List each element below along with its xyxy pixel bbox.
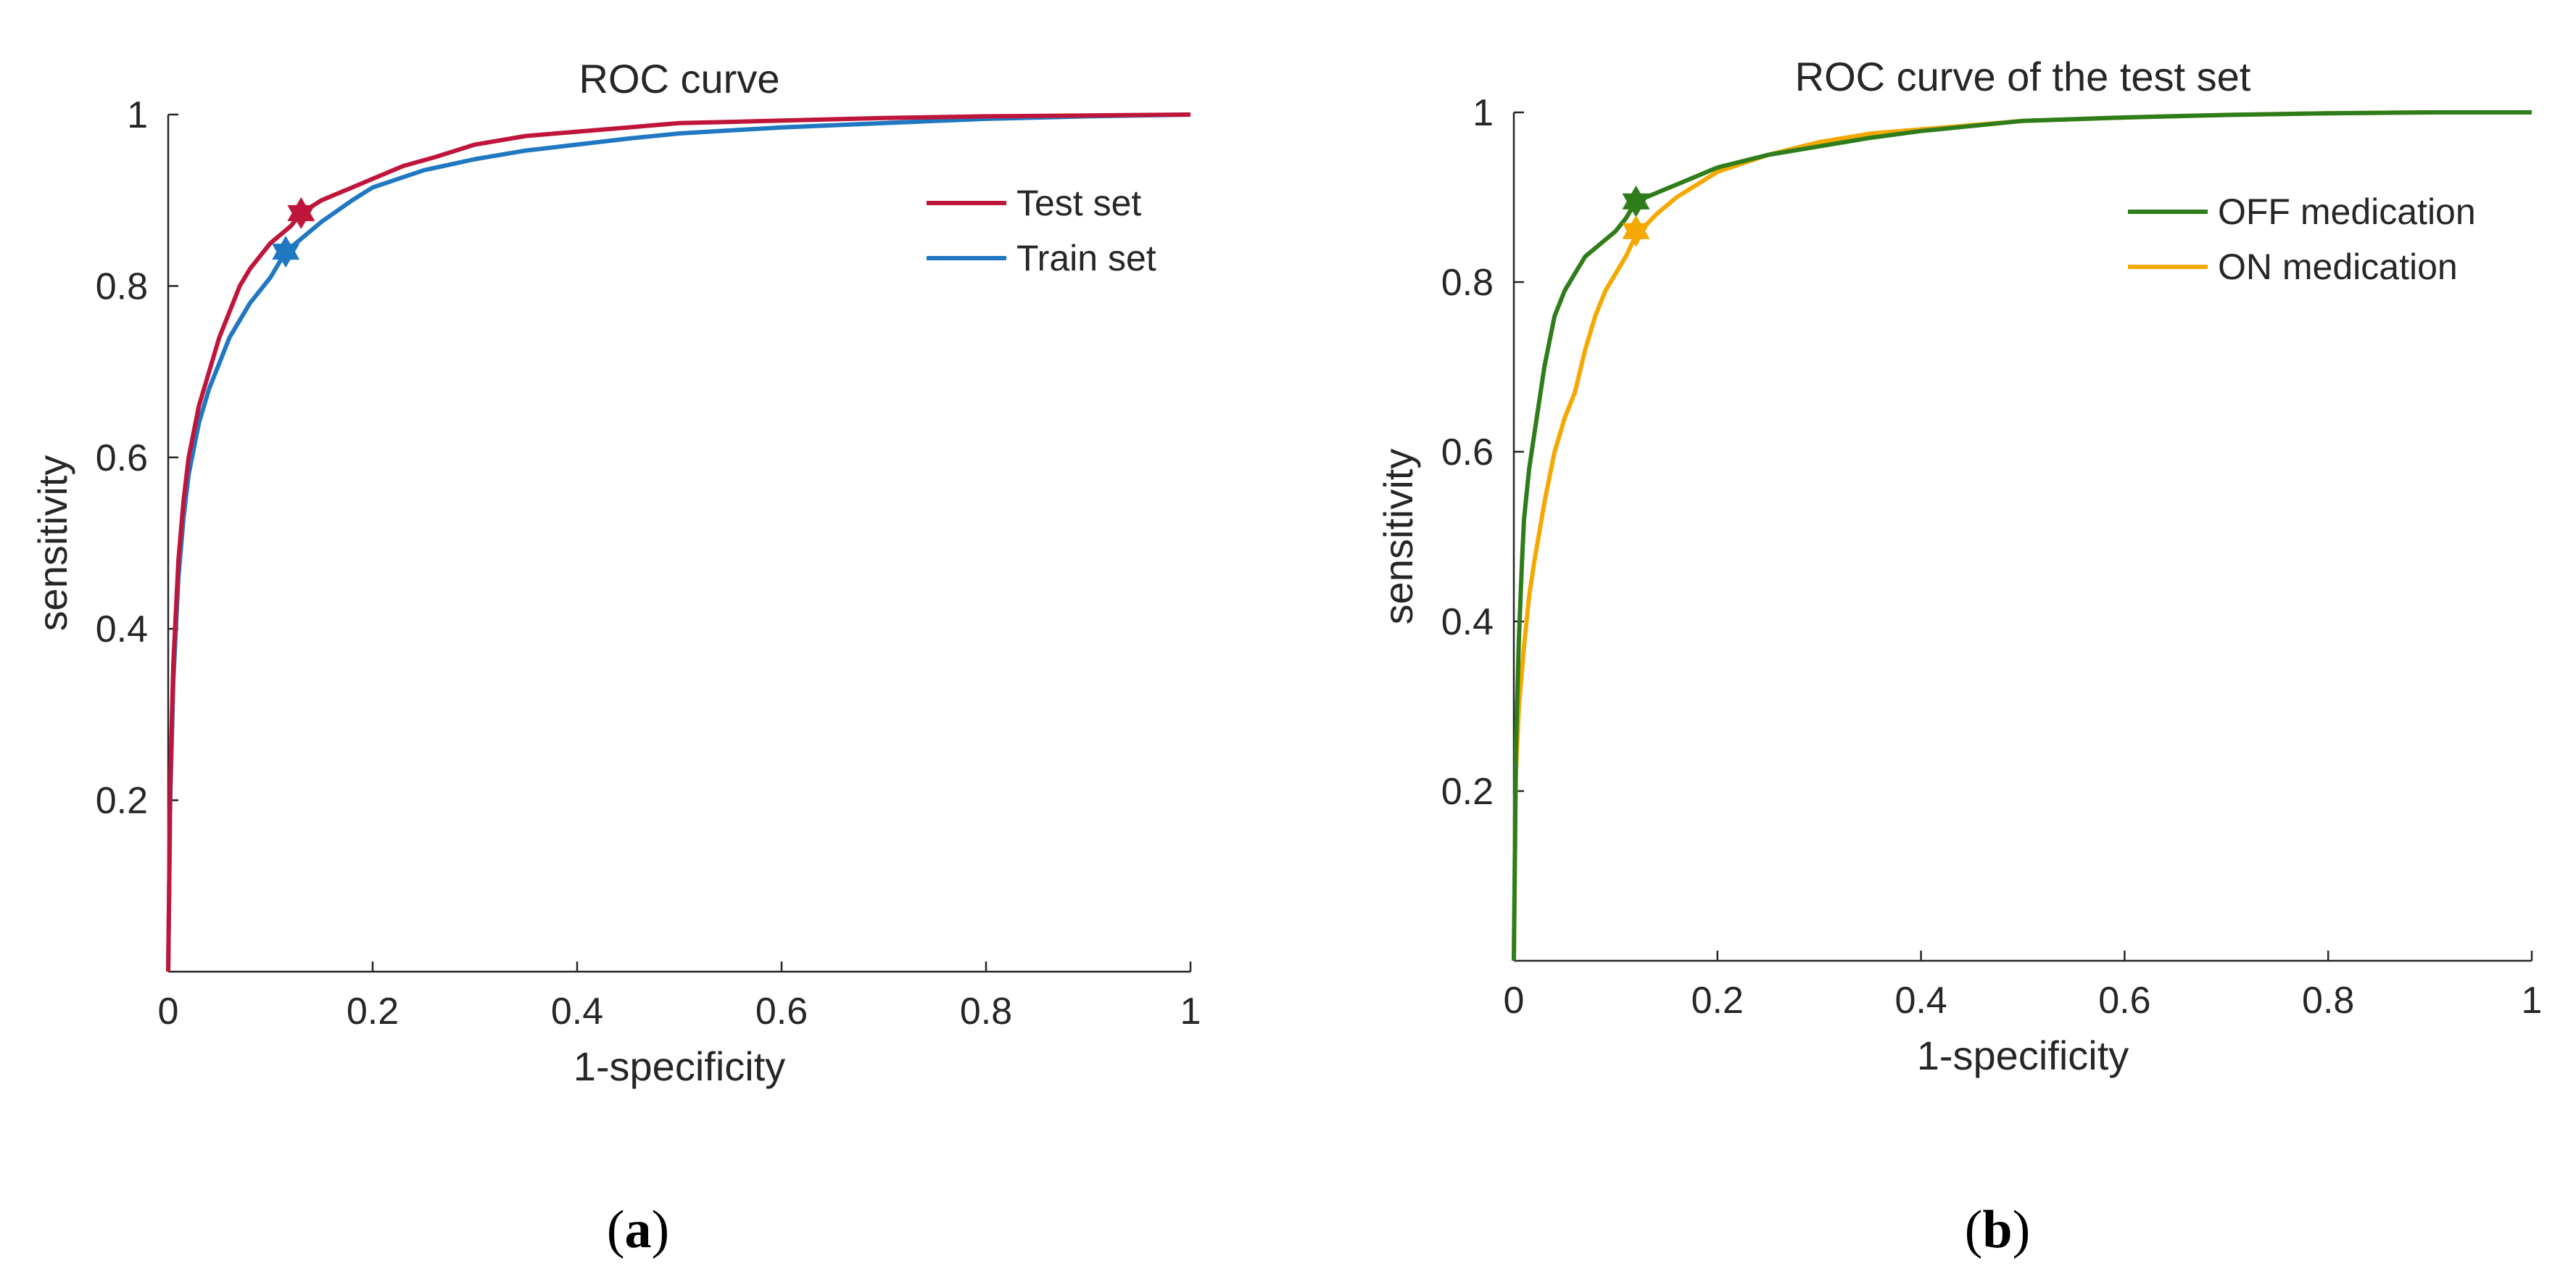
legend-label: Test set [1016, 183, 1141, 223]
y-tick-label: 0.6 [96, 437, 148, 479]
x-tick-label: 0.8 [960, 991, 1012, 1033]
legend-label: ON medication [2218, 247, 2458, 287]
roc-chart-medication: 0 0.2 0.4 0.6 0.8 1 0.2 0.4 0.6 0.8 1 ROC curve of … [1375, 54, 2542, 1260]
x-tick-label: 0.2 [347, 991, 399, 1033]
y-tick-label: 0.4 [96, 608, 148, 650]
x-tick-label: 1 [1180, 991, 1201, 1033]
legend-label: Train set [1016, 238, 1156, 278]
x-axis-label: 1-specificity [1917, 1033, 2129, 1078]
y-axis-label: sensitivity [1375, 449, 1421, 625]
operating-point-marker [287, 197, 315, 229]
series-line-1 [1512, 110, 2532, 962]
x-tick-label: 0 [1504, 980, 1525, 1022]
legend-label: OFF medication [2218, 191, 2476, 232]
panel-label: (b) [1965, 1200, 2030, 1260]
x-tick-label: 0 [158, 991, 179, 1033]
x-tick-label: 0.8 [2302, 980, 2354, 1022]
x-tick-label: 1 [2522, 980, 2543, 1022]
x-tick-label: 0.4 [1894, 980, 1947, 1022]
operating-point-marker [1622, 185, 1650, 218]
operating-point-marker [1622, 215, 1650, 247]
panel-label: (a) [607, 1200, 669, 1260]
y-tick-label: 0.4 [1441, 601, 1494, 643]
operating-point-marker [272, 236, 300, 268]
y-tick-label: 0.2 [96, 780, 148, 822]
roc-chart-train-test: 0 0.2 0.4 0.6 0.8 1 0.2 0.4 0.6 0.8 1 ROC curve 1-sp… [30, 56, 1201, 1260]
y-tick-label: 0.8 [96, 265, 148, 307]
x-tick-label: 0.4 [551, 991, 603, 1033]
y-tick-label: 0.6 [1441, 431, 1494, 473]
x-axis-label: 1-specificity [573, 1043, 786, 1089]
y-tick-label: 1 [1473, 92, 1494, 134]
x-tick-label: 0.6 [755, 991, 808, 1033]
y-tick-label: 1 [127, 94, 148, 136]
chart-title: ROC curve of the test set [1795, 54, 2251, 99]
x-tick-label: 0.2 [1691, 980, 1744, 1022]
chart-title: ROC curve [579, 56, 780, 102]
x-tick-label: 0.6 [2098, 980, 2150, 1022]
y-tick-label: 0.8 [1441, 262, 1494, 304]
y-tick-label: 0.2 [1441, 771, 1494, 813]
y-axis-label: sensitivity [30, 455, 75, 632]
series-line-0 [1512, 110, 2532, 962]
